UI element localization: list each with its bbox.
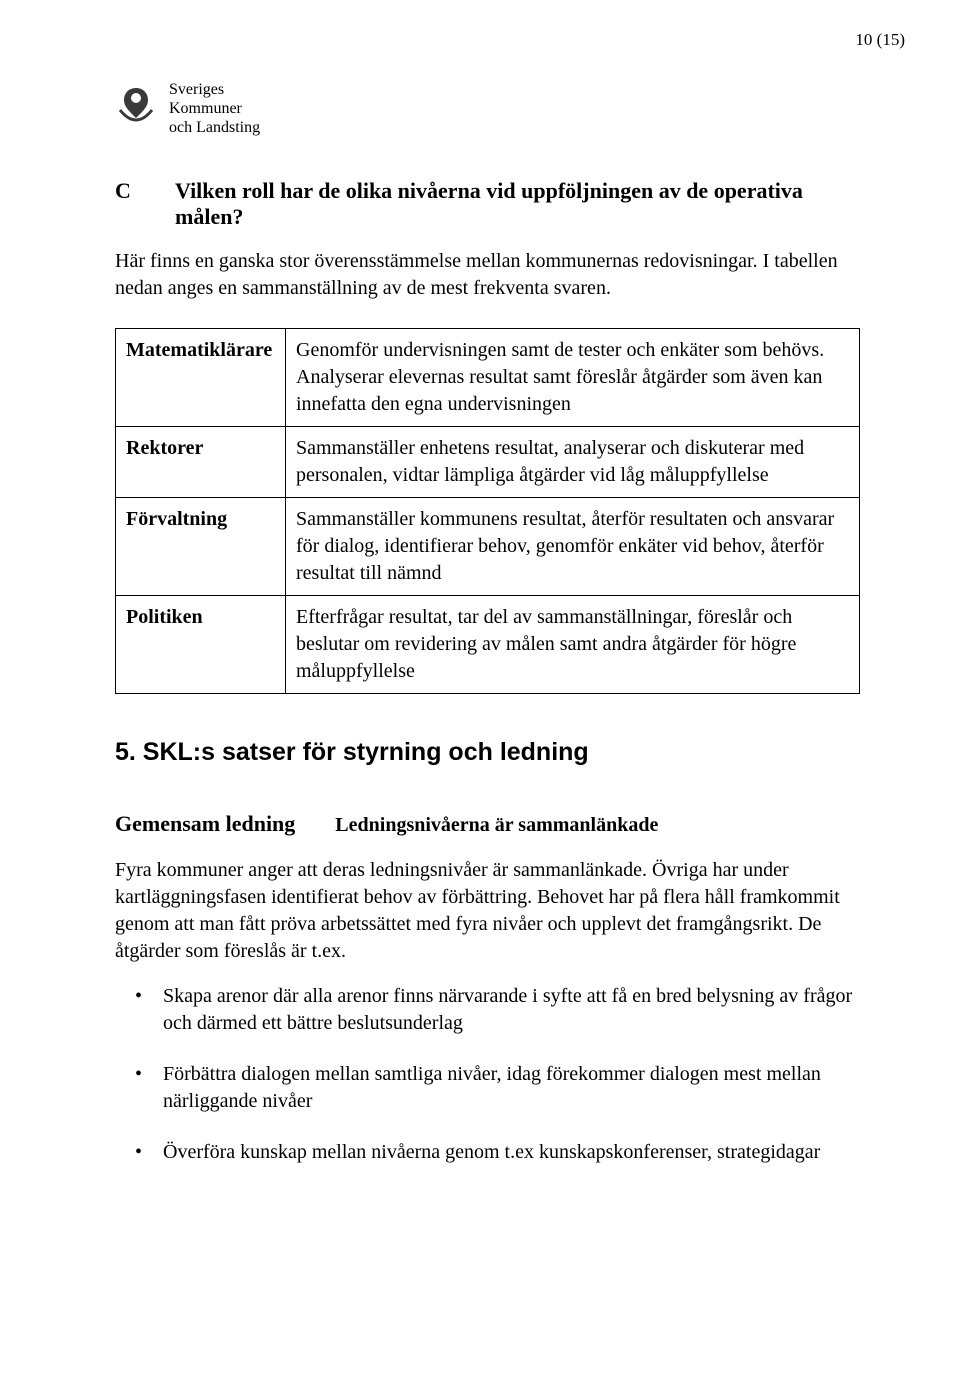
- table-row: Rektorer Sammanställer enhetens resultat…: [116, 426, 860, 497]
- heading-5: 5. SKL:s satser för styrning och ledning: [115, 738, 860, 767]
- gemensam-ledning-row: Gemensam ledning Ledningsnivåerna är sam…: [115, 811, 860, 837]
- body-paragraph: Fyra kommuner anger att deras ledningsni…: [115, 857, 860, 965]
- list-item: Skapa arenor där alla arenor finns närva…: [143, 983, 860, 1037]
- desc-cell: Genomför undervisningen samt de tester o…: [286, 328, 860, 426]
- role-cell: Matematiklärare: [116, 328, 286, 426]
- logo-line3: och Landsting: [169, 118, 260, 137]
- table-row: Förvaltning Sammanställer kommunens resu…: [116, 497, 860, 595]
- logo-text: Sveriges Kommuner och Landsting: [169, 80, 260, 138]
- role-table: Matematiklärare Genomför undervisningen …: [115, 328, 860, 694]
- list-item: Förbättra dialogen mellan samtliga nivåe…: [143, 1061, 860, 1115]
- section-c-header: C Vilken roll har de olika nivåerna vid …: [115, 178, 860, 230]
- gemensam-desc: Ledningsnivåerna är sammanlänkade: [335, 814, 658, 837]
- bullet-list: Skapa arenor där alla arenor finns närva…: [115, 983, 860, 1166]
- role-cell: Politiken: [116, 595, 286, 693]
- table-row: Matematiklärare Genomför undervisningen …: [116, 328, 860, 426]
- role-cell: Rektorer: [116, 426, 286, 497]
- list-item: Överföra kunskap mellan nivåerna genom t…: [143, 1139, 860, 1166]
- desc-cell: Efterfrågar resultat, tar del av sammans…: [286, 595, 860, 693]
- desc-cell: Sammanställer enhetens resultat, analyse…: [286, 426, 860, 497]
- role-cell: Förvaltning: [116, 497, 286, 595]
- section-c-title: Vilken roll har de olika nivåerna vid up…: [175, 178, 860, 230]
- logo-line2: Kommuner: [169, 99, 260, 118]
- intro-paragraph: Här finns en ganska stor överensstämmels…: [115, 248, 860, 302]
- table-row: Politiken Efterfrågar resultat, tar del …: [116, 595, 860, 693]
- logo-line1: Sveriges: [169, 80, 260, 99]
- gemensam-label: Gemensam ledning: [115, 811, 295, 837]
- desc-cell: Sammanställer kommunens resultat, återfö…: [286, 497, 860, 595]
- logo-block: Sveriges Kommuner och Landsting: [115, 80, 860, 138]
- skl-logo-icon: [115, 82, 157, 135]
- page-number: 10 (15): [855, 30, 905, 50]
- section-c-letter: C: [115, 178, 135, 230]
